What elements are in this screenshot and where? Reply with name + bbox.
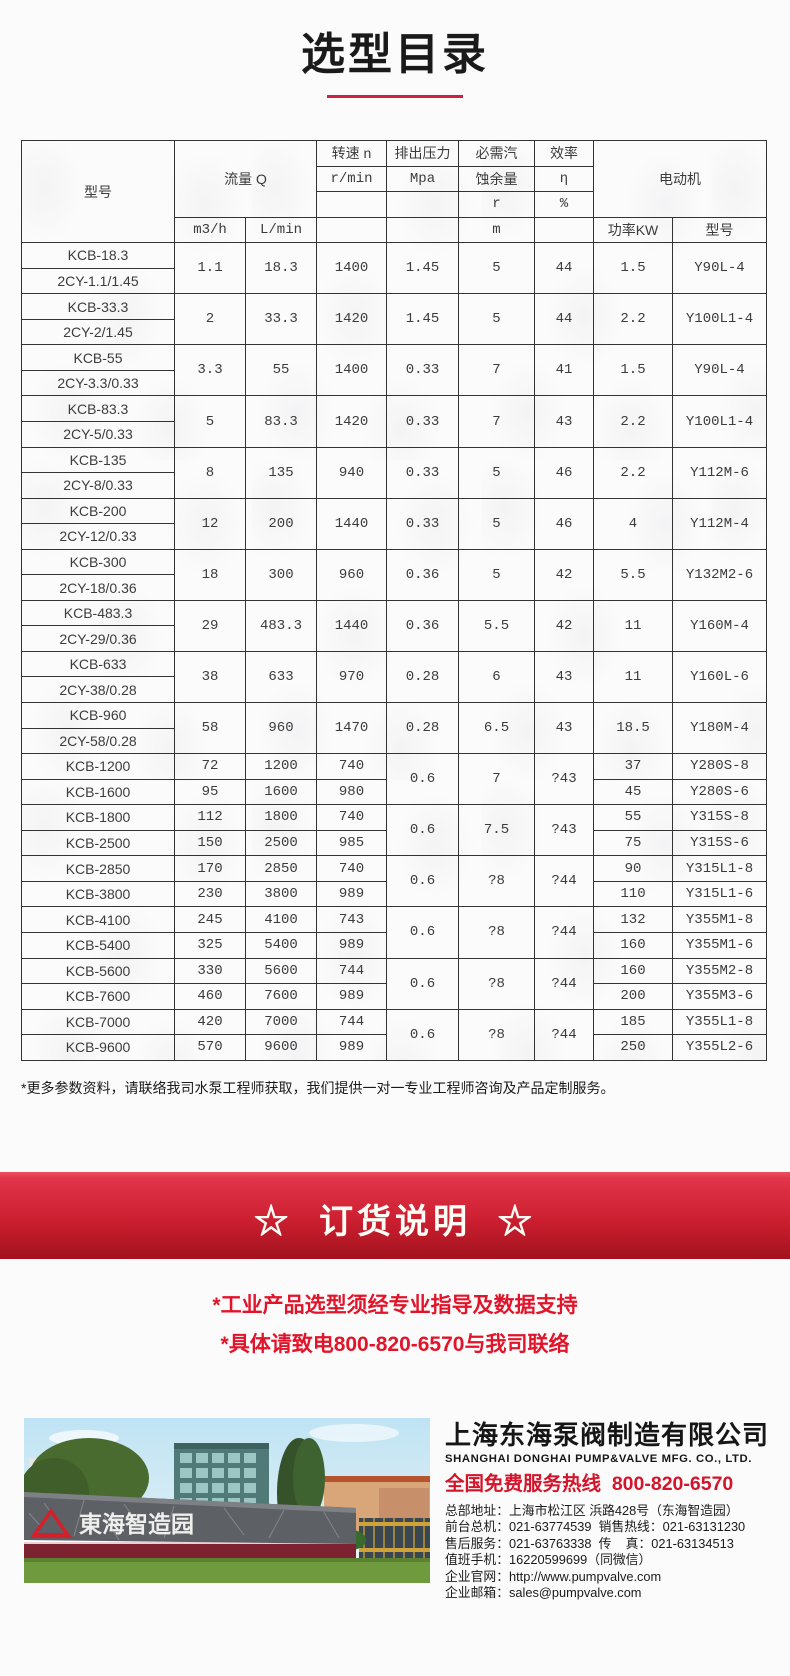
svg-text:東海智造园: 東海智造园 [79, 1511, 194, 1537]
